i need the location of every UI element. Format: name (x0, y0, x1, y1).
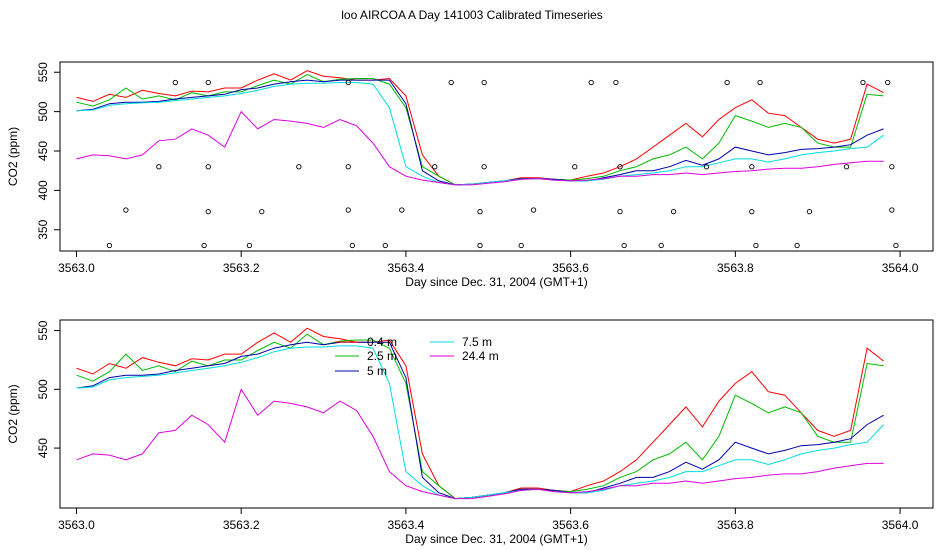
marker-point (889, 207, 895, 213)
marker-point (205, 164, 211, 170)
y-tick-label: 350 (36, 219, 50, 239)
plot-box (59, 319, 934, 509)
marker-point (123, 207, 129, 213)
series-line-04m (76, 70, 884, 186)
legend-label: 0.4 m (367, 335, 397, 349)
x-tick-label: 3564.0 (882, 518, 919, 532)
plot-area (76, 327, 884, 500)
marker-point (621, 242, 627, 249)
marker-point (448, 79, 454, 86)
marker-point (530, 207, 537, 213)
series-line-5m (76, 341, 884, 500)
marker-point (617, 208, 623, 215)
marker-point (703, 164, 710, 170)
marker-point (349, 242, 356, 249)
marker-point (106, 242, 113, 249)
x-tick-label: 3563.4 (388, 261, 425, 275)
marker-point (205, 208, 211, 215)
legend: 0.4 m2.5 m5 m 7.5 m24.4 m (335, 335, 499, 378)
x-tick-label: 3563.4 (388, 518, 425, 532)
marker-point (860, 79, 866, 86)
chart-title: loo AIRCOA A Day 141003 Calibrated Times… (341, 8, 602, 22)
marker-point (345, 164, 351, 170)
marker-point (518, 242, 524, 249)
x-tick-label: 3563.6 (552, 518, 589, 532)
marker-point (205, 79, 211, 86)
plot-box (59, 61, 934, 252)
marker-point (749, 208, 755, 215)
marker-point (345, 207, 351, 213)
marker-point (893, 242, 899, 249)
x-tick-label: 3563.8 (717, 518, 754, 532)
x-tick-label: 3563.8 (717, 261, 754, 275)
y-tick-label: 400 (36, 180, 50, 200)
legend-label: 7.5 m (462, 335, 492, 349)
x-tick-label: 3563.0 (58, 518, 95, 532)
marker-point (794, 242, 800, 249)
marker-point (477, 208, 483, 215)
x-tick-label: 3564.0 (882, 261, 919, 275)
marker-point (588, 79, 594, 86)
marker-point (806, 208, 813, 215)
marker-point (749, 164, 755, 170)
series-line-75m (76, 345, 884, 500)
legend-label: 5 m (367, 364, 387, 378)
marker-point (296, 164, 302, 170)
marker-point (246, 242, 253, 249)
series-line-244m (76, 110, 884, 186)
marker-point (432, 164, 438, 170)
marker-point (658, 242, 664, 249)
marker-point (156, 164, 162, 170)
y-tick-label: 500 (36, 101, 50, 121)
x-axis-label: Day since Dec. 31, 2004 (GMT+1) (405, 532, 587, 546)
x-tick-label: 3563.0 (58, 261, 95, 275)
x-tick-label: 3563.2 (223, 518, 260, 532)
marker-point (345, 79, 351, 86)
marker-point (201, 242, 207, 249)
y-tick-label: 450 (36, 438, 50, 458)
y-tick-label: 450 (36, 141, 50, 161)
marker-point (889, 164, 895, 170)
marker-point (843, 164, 850, 170)
plot-area (76, 70, 884, 186)
marker-point (885, 79, 891, 86)
marker-point (172, 79, 178, 86)
marker-point (724, 79, 730, 86)
x-tick-label: 3563.6 (552, 261, 589, 275)
marker-point (477, 242, 483, 249)
y-axis-label: CO2 (ppm) (6, 384, 20, 443)
y-axis-label: CO2 (ppm) (6, 127, 20, 186)
legend-label: 24.4 m (462, 349, 499, 363)
x-tick-label: 3563.2 (223, 261, 260, 275)
series-line-244m (76, 388, 884, 500)
x-axis-label: Day since Dec. 31, 2004 (GMT+1) (405, 275, 587, 289)
marker-point (617, 164, 623, 170)
marker-point (670, 208, 677, 215)
marker-point (572, 164, 578, 170)
series-line-75m (76, 82, 884, 186)
y-tick-label: 550 (36, 320, 50, 340)
marker-point (481, 164, 487, 170)
y-tick-label: 500 (36, 379, 50, 399)
y-tick-label: 550 (36, 62, 50, 82)
marker-point (382, 242, 388, 249)
marker-point (613, 79, 619, 86)
legend-label: 2.5 m (367, 349, 397, 363)
marker-point (399, 207, 405, 213)
panel-top: 3563.0 3563.2 3563.4 3563.6 3563.8 3564.0 350 4… (6, 61, 934, 289)
marker-point (757, 79, 763, 86)
marker-point (481, 79, 487, 86)
panel-bottom: 3563.0 3563.2 3563.4 3563.6 3563.8 3564.0 450 5… (6, 319, 934, 546)
marker-point (259, 208, 265, 215)
marker-point (753, 242, 759, 249)
